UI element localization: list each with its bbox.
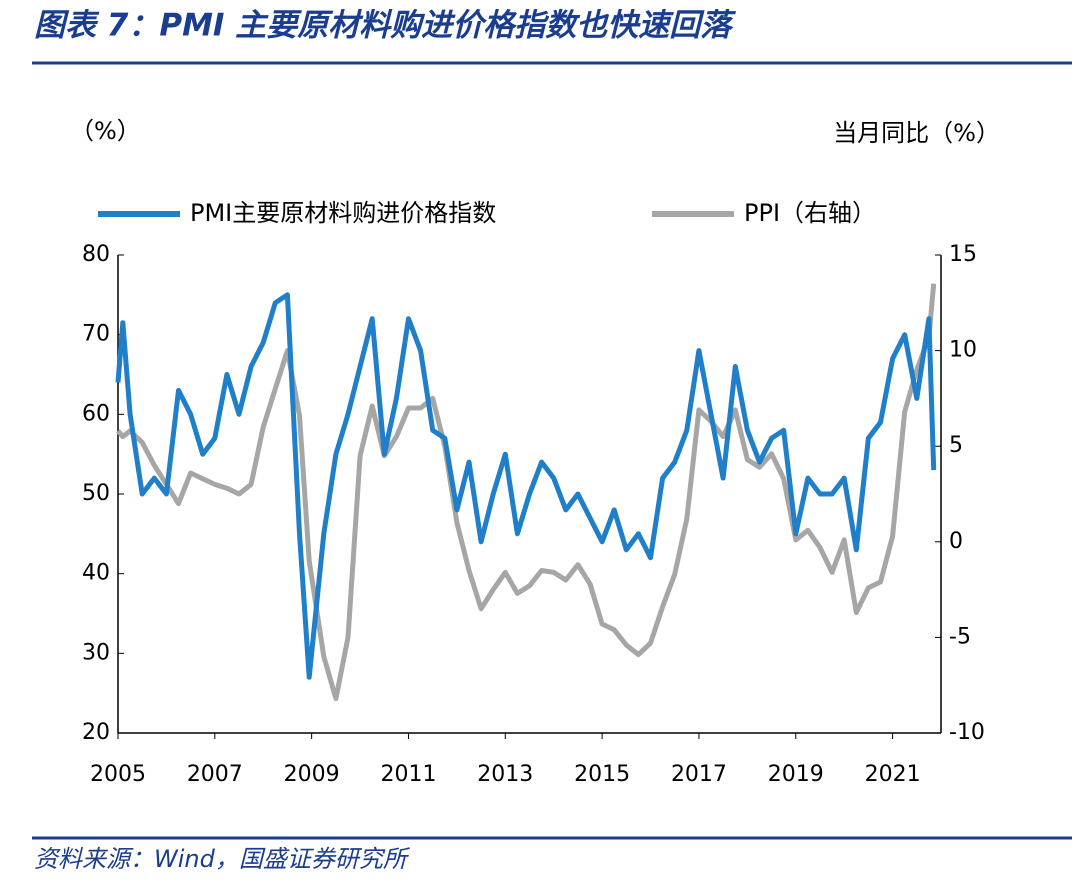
y-tick-label: 70: [82, 322, 110, 347]
y2-tick-label: 0: [949, 529, 963, 554]
x-tick-label: 2007: [187, 762, 243, 787]
series-line: [116, 283, 937, 702]
x-tick-label: 2017: [671, 762, 727, 787]
legend-label: PPI（右轴）: [744, 199, 876, 227]
y2-tick-label: -10: [949, 720, 985, 745]
y-tick-label: 40: [82, 561, 110, 586]
y-tick-label: 80: [82, 242, 110, 267]
y-tick-label: 30: [82, 640, 110, 665]
chart-title: 图表 7：PMI 主要原材料购进价格指数也快速回落: [34, 8, 736, 44]
y-axis-label: （%）: [70, 117, 141, 145]
x-tick-label: 2019: [768, 762, 824, 787]
y2-axis-label: 当月同比（%）: [833, 119, 1000, 147]
series-line: [115, 292, 937, 680]
x-tick-label: 2011: [380, 762, 436, 787]
x-tick-label: 2021: [865, 762, 921, 787]
y2-tick-label: 15: [949, 242, 977, 267]
y2-tick-label: -5: [949, 624, 971, 649]
x-tick-label: 2005: [90, 762, 146, 787]
y2-tick-label: 10: [949, 338, 977, 363]
legend-label: PMI主要原材料购进价格指数: [190, 199, 496, 227]
source: 资料来源：Wind，国盛证券研究所: [34, 845, 411, 873]
x-tick-label: 2009: [284, 762, 340, 787]
y-tick-label: 50: [82, 481, 110, 506]
y2-tick-label: 5: [949, 433, 963, 458]
x-tick-label: 2013: [477, 762, 533, 787]
x-tick-label: 2015: [574, 762, 630, 787]
y-tick-label: 60: [82, 401, 110, 426]
y-tick-label: 20: [82, 720, 110, 745]
